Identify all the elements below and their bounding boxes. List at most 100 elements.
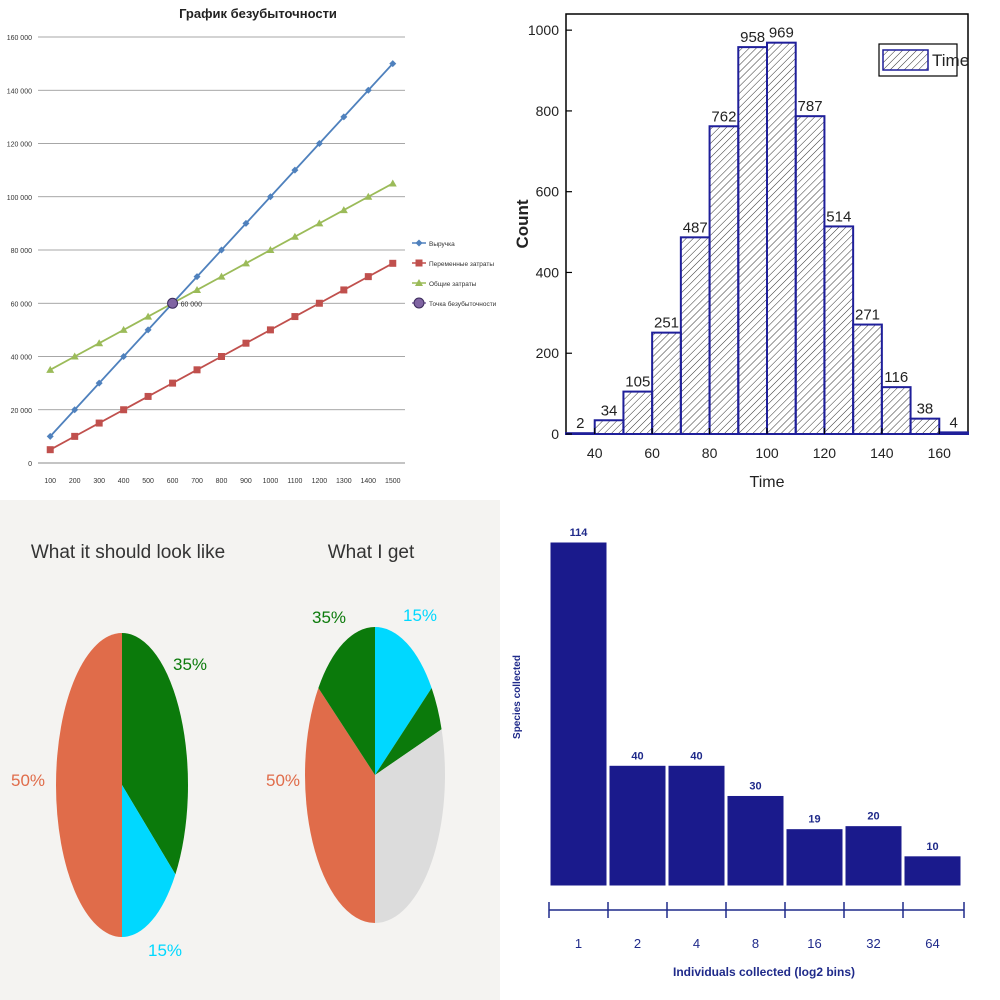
bar-value-label: 105 [625, 374, 650, 391]
legend-swatch [882, 49, 929, 71]
pie-slice [305, 688, 375, 923]
histogram-bar [651, 331, 682, 435]
data-point-выручка [71, 406, 79, 414]
x-tick-label: 400 [118, 478, 130, 485]
bar-value-label: 2 [576, 415, 584, 432]
data-point-общие-затраты [217, 272, 226, 280]
data-point-переменные-затраты [218, 353, 225, 360]
y-tick-label: 200 [536, 345, 560, 361]
data-point-общие-затраты [290, 232, 299, 240]
data-point-общие-затраты [70, 352, 79, 360]
y-tick-label: 100 000 [7, 195, 32, 202]
y-tick-label: 800 [536, 103, 560, 119]
chart-title: График безубыточности [179, 6, 337, 21]
histogram-bar [823, 225, 855, 435]
y-tick-label: 40 000 [11, 355, 33, 362]
x-tick-label: 500 [142, 478, 154, 485]
bar-value-label: 10 [926, 841, 938, 853]
data-point-переменные-затраты [389, 259, 397, 267]
histogram-bar [766, 41, 797, 436]
bar-value-label: 38 [917, 401, 934, 418]
bar-value-label: 251 [654, 315, 679, 332]
legend-label-переменные-затраты: Переменные затраты [429, 261, 494, 268]
histogram-bar [593, 419, 625, 435]
histogram-bar [737, 46, 769, 435]
breakeven-chart-panel: График безубыточности 0 20 000 40 000 60 000… [0, 0, 500, 500]
bar-value-label: 4 [949, 414, 957, 431]
legend-label: Time [932, 51, 969, 70]
species-bar-chart: Species collected 114 40 40 30 19 20 10 1 2 4 8 16 32… [512, 527, 965, 979]
bar-value-label: 116 [884, 369, 908, 386]
data-point-выручка [266, 193, 274, 201]
pie-slice-label: 50% [11, 771, 45, 790]
data-point-переменные-затраты [315, 299, 323, 307]
legend-label-общие-затраты: Общие затраты [429, 280, 477, 288]
data-point-общие-затраты [144, 312, 153, 320]
histogram-bar [708, 125, 740, 436]
x-tick-label: 1500 [385, 478, 401, 485]
legend-marker-выручка [415, 239, 423, 247]
data-point-выручка [95, 379, 103, 387]
pie-slice [375, 729, 445, 923]
x-tick-label: 2 [634, 936, 641, 951]
bar-value-label: 34 [601, 402, 618, 419]
x-tick-label: 800 [216, 478, 228, 485]
x-tick-label: 8 [752, 936, 759, 951]
histogram-bar [880, 386, 912, 435]
pie-slice [318, 627, 375, 775]
y-tick-label: 160 000 [7, 35, 32, 42]
data-point-общие-затраты [241, 259, 250, 267]
species-bar [667, 764, 726, 887]
bar-value-label: 514 [826, 208, 851, 225]
pie-slice [56, 633, 122, 937]
histogram-bar [852, 323, 883, 435]
species-histogram-panel: Species collected 114 40 40 30 19 20 10 1 2 4 8 16 32… [500, 500, 1000, 1000]
data-point-общие-затраты [95, 339, 104, 347]
data-point-переменные-затраты [340, 286, 348, 294]
data-point-общие-затраты [119, 325, 128, 333]
data-point-выручка [242, 219, 250, 227]
data-point-переменные-затраты [71, 432, 79, 440]
bar-value-label: 969 [769, 25, 794, 42]
time-histogram-chart: 2 34 105 251 487 762 958 969 787 514 271 116 38 4 40 60… [513, 13, 969, 491]
histogram-bar [909, 417, 941, 435]
y-tick-label: 20 000 [11, 408, 33, 415]
data-point-переменные-затраты [364, 273, 372, 281]
histogram-bar [938, 431, 969, 435]
x-axis-label: Individuals collected (log2 bins) [673, 965, 855, 979]
species-bar [844, 825, 903, 887]
x-tick-label: 300 [93, 478, 105, 485]
x-tick-label: 1400 [361, 478, 377, 485]
data-point-переменные-затраты [193, 366, 201, 374]
bar-value-label: 40 [690, 750, 702, 762]
legend-marker-переменные-затраты [415, 259, 423, 267]
y-axis-label: Count [513, 199, 532, 248]
y-tick-label: 60 000 [11, 301, 33, 308]
x-tick-label: 1000 [263, 478, 279, 485]
data-point-выручка [120, 353, 128, 360]
x-tick-label: 120 [813, 445, 837, 461]
data-point-переменные-затраты [169, 379, 177, 387]
pie-slice-label: 50% [266, 771, 300, 790]
data-point-выручка [218, 246, 225, 254]
data-point-переменные-затраты [46, 446, 54, 454]
pie-slice-label: 15% [403, 606, 437, 625]
histogram-bar [794, 115, 826, 436]
x-tick-label: 700 [191, 478, 203, 485]
data-point-выручка [340, 113, 348, 121]
x-tick-label: 1300 [336, 478, 352, 485]
x-tick-label: 1200 [312, 478, 328, 485]
breakeven-point [167, 297, 179, 309]
y-tick-label: 1000 [528, 22, 559, 38]
x-tick-label: 40 [587, 445, 603, 461]
legend-label-точка-безубыточности: Точка безубыточности [429, 300, 497, 308]
data-point-переменные-затраты [120, 406, 128, 414]
species-bar [726, 794, 785, 887]
y-tick-label: 140 000 [7, 88, 32, 95]
y-tick-label: 0 [551, 426, 559, 442]
bar-value-label: 271 [855, 307, 880, 324]
y-tick-label: 600 [536, 184, 560, 200]
y-tick-label: 120 000 [7, 142, 32, 149]
x-tick-label: 32 [866, 936, 880, 951]
x-tick-label: 140 [870, 445, 894, 461]
